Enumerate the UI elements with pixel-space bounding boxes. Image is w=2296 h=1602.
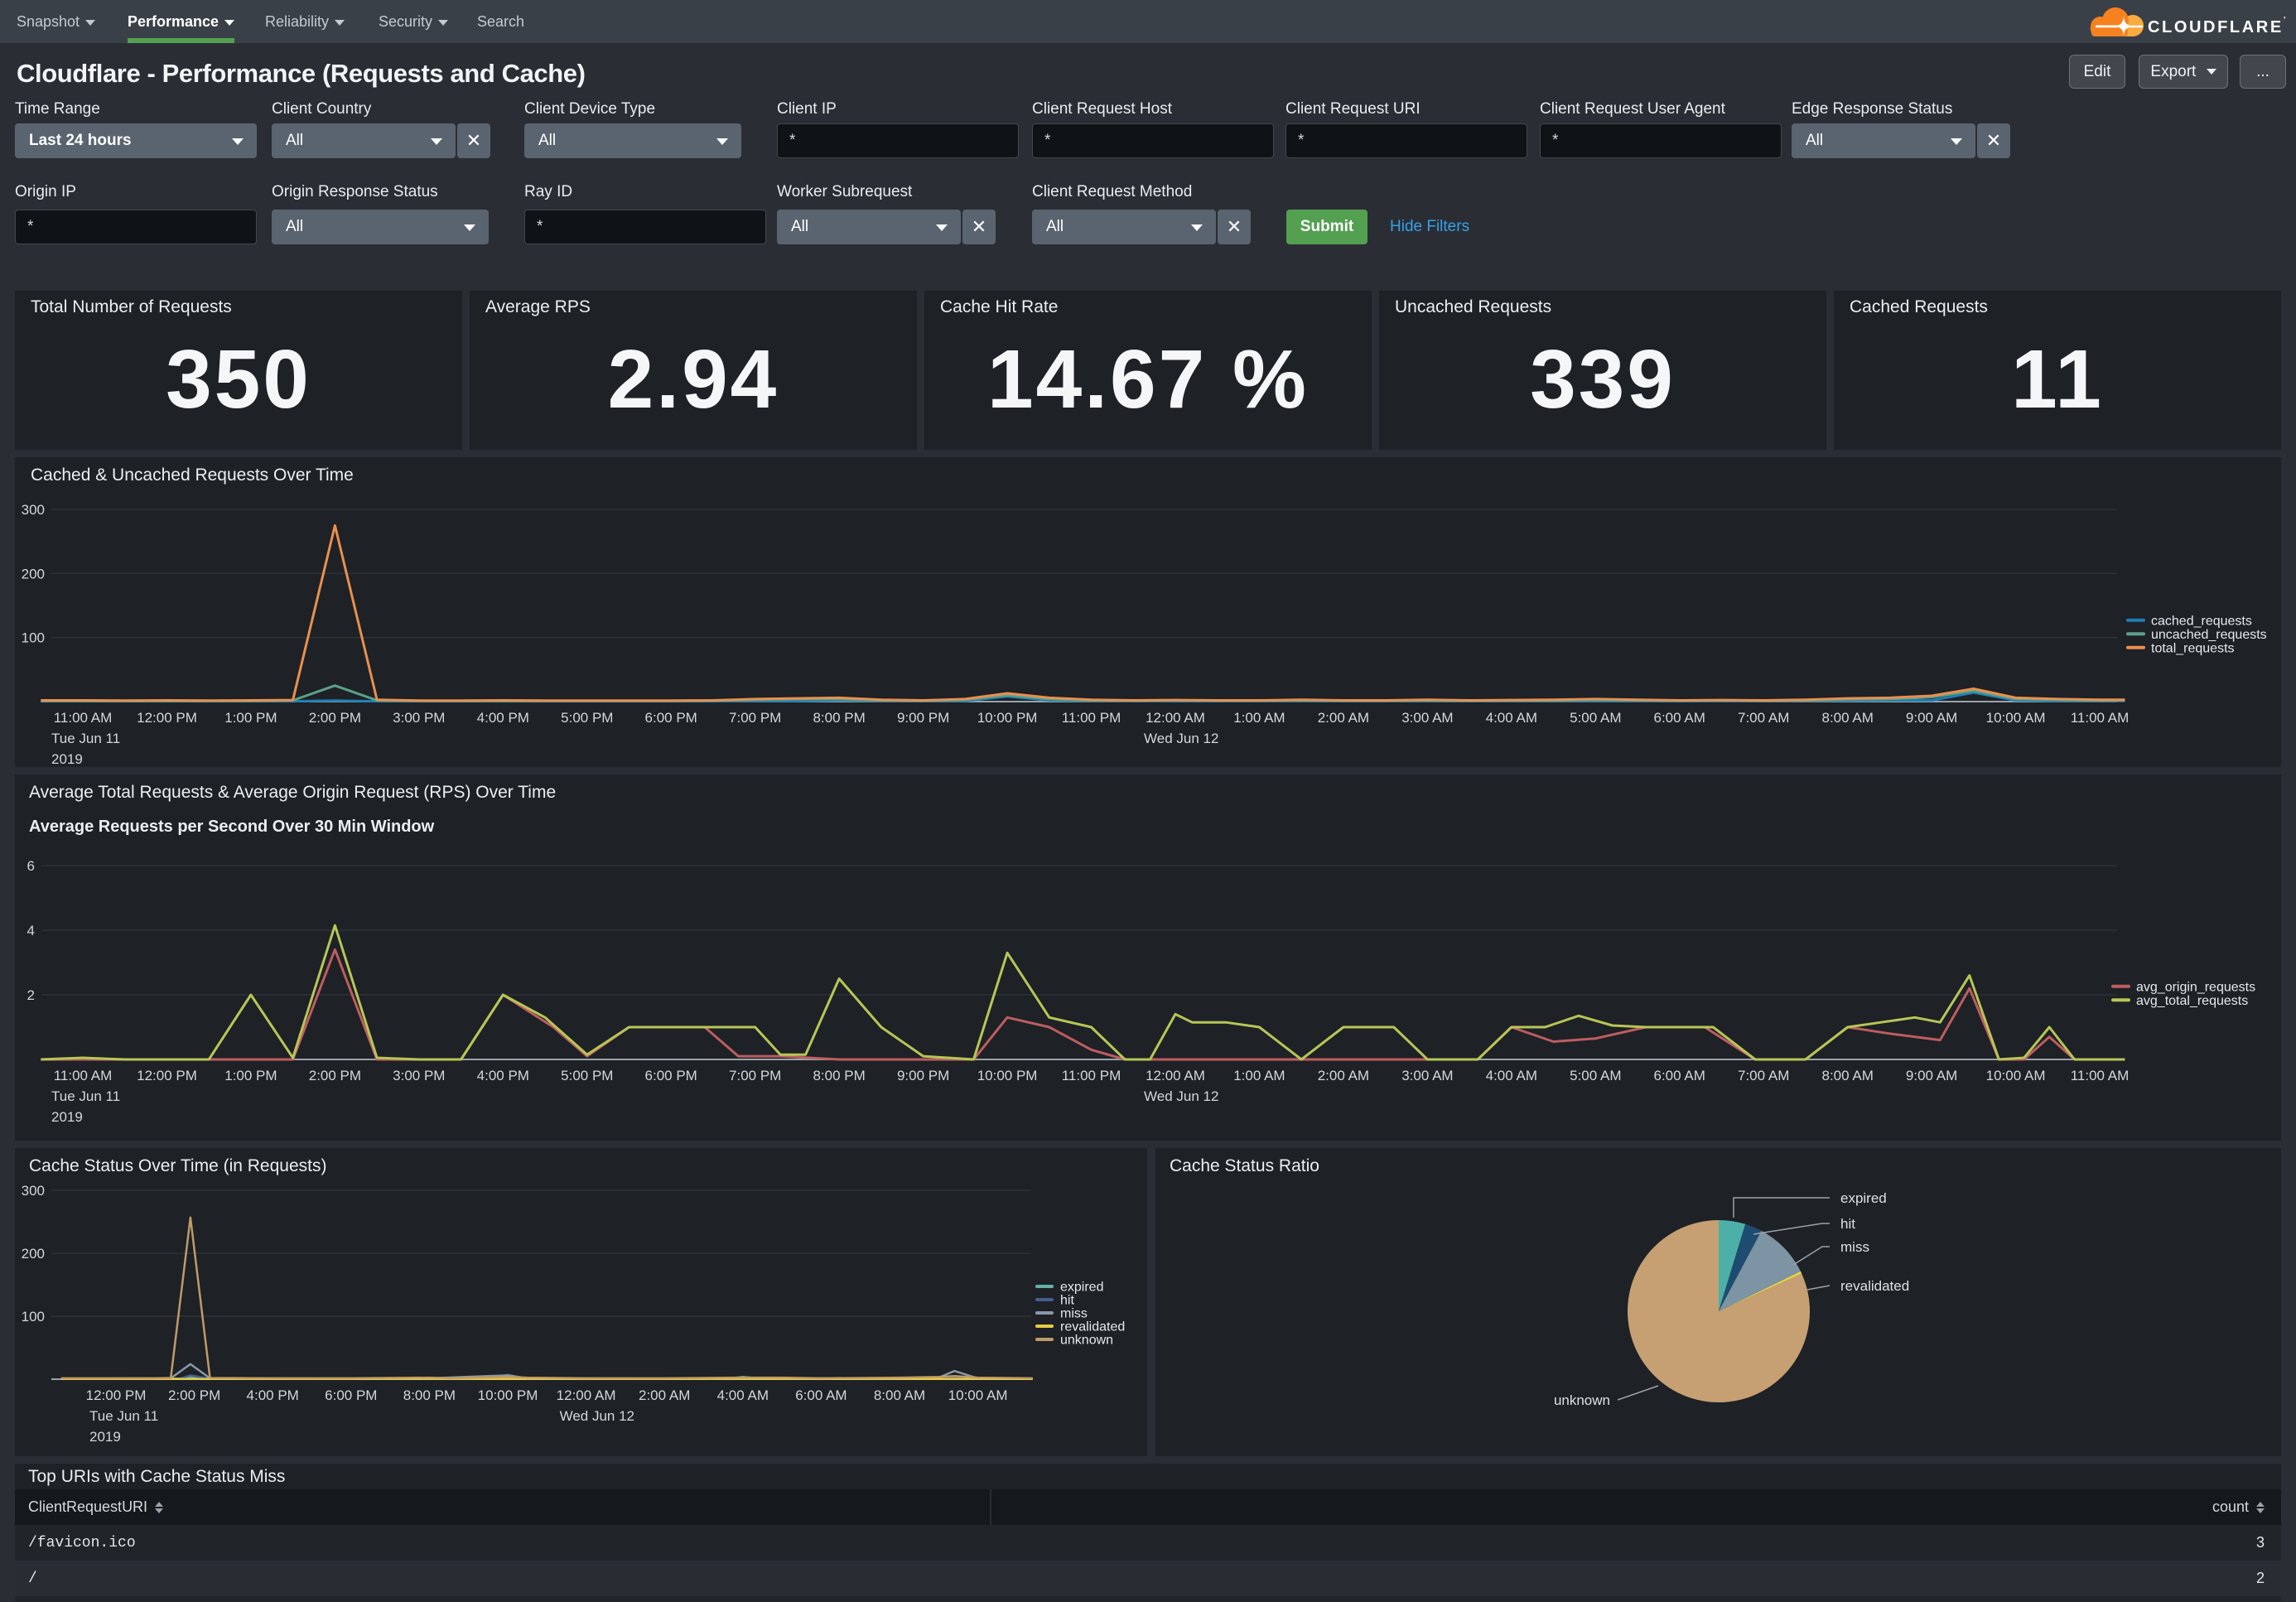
svg-text:avg_origin_requests: avg_origin_requests [2136, 981, 2255, 995]
svg-text:': ' [2284, 16, 2285, 25]
svg-text:200: 200 [22, 566, 45, 581]
svg-text:2:00 AM: 2:00 AM [1318, 1068, 1369, 1083]
svg-text:2019: 2019 [51, 1109, 83, 1125]
svg-text:3:00 AM: 3:00 AM [1401, 710, 1453, 726]
svg-text:1:00 PM: 1:00 PM [224, 710, 277, 726]
svg-text:4:00 PM: 4:00 PM [247, 1387, 299, 1403]
svg-text:4:00 PM: 4:00 PM [477, 1068, 529, 1083]
svg-text:4:00 PM: 4:00 PM [477, 710, 529, 726]
svg-text:8:00 PM: 8:00 PM [813, 1068, 865, 1083]
svg-text:10:00 PM: 10:00 PM [977, 710, 1038, 726]
svg-text:CLOUDFLARE: CLOUDFLARE [2148, 18, 2284, 36]
svg-text:4:00 AM: 4:00 AM [1486, 1068, 1537, 1083]
svg-text:10:00 AM: 10:00 AM [948, 1387, 1008, 1403]
svg-text:10:00 AM: 10:00 AM [1986, 1068, 2046, 1083]
svg-text:2:00 PM: 2:00 PM [309, 1068, 361, 1083]
svg-text:10:00 PM: 10:00 PM [478, 1387, 538, 1403]
svg-text:6:00 PM: 6:00 PM [645, 710, 697, 726]
svg-text:7:00 AM: 7:00 AM [1738, 1068, 1789, 1083]
svg-text:Wed Jun 12: Wed Jun 12 [1144, 1088, 1218, 1104]
svg-text:12:00 PM: 12:00 PM [137, 1068, 197, 1083]
svg-text:11:00 AM: 11:00 AM [2071, 710, 2130, 726]
svg-text:uncached_requests: uncached_requests [2151, 628, 2267, 642]
svg-text:revalidated: revalidated [1840, 1278, 1909, 1294]
svg-text:12:00 AM: 12:00 AM [557, 1387, 616, 1403]
svg-text:3:00 AM: 3:00 AM [1401, 1068, 1453, 1083]
svg-text:8:00 PM: 8:00 PM [813, 710, 865, 726]
svg-text:100: 100 [22, 630, 45, 646]
svg-text:12:00 AM: 12:00 AM [1146, 710, 1205, 726]
svg-text:9:00 AM: 9:00 AM [1906, 1068, 1957, 1083]
svg-text:miss: miss [1060, 1307, 1088, 1321]
svg-text:8:00 AM: 8:00 AM [1822, 710, 1874, 726]
svg-text:12:00 PM: 12:00 PM [137, 710, 197, 726]
svg-text:11:00 PM: 11:00 PM [1062, 1068, 1121, 1083]
svg-text:avg_total_requests: avg_total_requests [2136, 994, 2248, 1008]
svg-text:hit: hit [1060, 1294, 1074, 1308]
svg-text:10:00 PM: 10:00 PM [977, 1068, 1038, 1083]
svg-text:8:00 PM: 8:00 PM [403, 1387, 456, 1403]
svg-text:5:00 AM: 5:00 AM [1570, 710, 1621, 726]
svg-text:4: 4 [27, 923, 35, 939]
svg-text:1:00 PM: 1:00 PM [224, 1068, 277, 1083]
svg-text:8:00 AM: 8:00 AM [1822, 1068, 1874, 1083]
svg-text:2019: 2019 [89, 1429, 121, 1445]
svg-text:5:00 PM: 5:00 PM [561, 710, 613, 726]
svg-text:unknown: unknown [1554, 1392, 1610, 1408]
svg-text:1:00 AM: 1:00 AM [1233, 710, 1285, 726]
svg-text:expired: expired [1840, 1190, 1887, 1206]
svg-text:Wed Jun 12: Wed Jun 12 [560, 1408, 634, 1424]
svg-text:2019: 2019 [51, 751, 83, 767]
svg-text:2:00 PM: 2:00 PM [168, 1387, 220, 1403]
svg-text:8:00 AM: 8:00 AM [874, 1387, 925, 1403]
svg-text:11:00 AM: 11:00 AM [54, 710, 113, 726]
svg-text:300: 300 [22, 502, 45, 518]
svg-text:3:00 PM: 3:00 PM [393, 710, 445, 726]
svg-text:hit: hit [1840, 1216, 1855, 1232]
svg-text:7:00 AM: 7:00 AM [1738, 710, 1789, 726]
svg-text:9:00 PM: 9:00 PM [897, 1068, 949, 1083]
svg-text:6:00 PM: 6:00 PM [645, 1068, 697, 1083]
svg-text:1:00 AM: 1:00 AM [1233, 1068, 1285, 1083]
svg-text:12:00 PM: 12:00 PM [86, 1387, 147, 1403]
svg-text:5:00 PM: 5:00 PM [561, 1068, 613, 1083]
svg-text:2:00 AM: 2:00 AM [639, 1387, 690, 1403]
svg-text:11:00 AM: 11:00 AM [54, 1068, 113, 1083]
svg-text:9:00 PM: 9:00 PM [897, 710, 949, 726]
svg-text:6:00 AM: 6:00 AM [1654, 1068, 1705, 1083]
svg-text:total_requests: total_requests [2151, 642, 2235, 656]
svg-text:5:00 AM: 5:00 AM [1570, 1068, 1621, 1083]
svg-text:2:00 PM: 2:00 PM [309, 710, 361, 726]
svg-text:11:00 PM: 11:00 PM [1062, 710, 1121, 726]
svg-text:7:00 PM: 7:00 PM [729, 1068, 781, 1083]
svg-text:2: 2 [27, 987, 35, 1003]
svg-text:10:00 AM: 10:00 AM [1986, 710, 2046, 726]
svg-text:3:00 PM: 3:00 PM [393, 1068, 445, 1083]
svg-text:200: 200 [22, 1246, 45, 1262]
svg-text:6:00 PM: 6:00 PM [325, 1387, 377, 1403]
svg-text:12:00 AM: 12:00 AM [1146, 1068, 1205, 1083]
svg-text:6: 6 [27, 858, 35, 874]
svg-text:Wed Jun 12: Wed Jun 12 [1144, 731, 1218, 746]
svg-text:300: 300 [22, 1183, 45, 1199]
svg-text:miss: miss [1840, 1239, 1869, 1255]
svg-text:expired: expired [1060, 1281, 1103, 1295]
svg-text:11:00 AM: 11:00 AM [2071, 1068, 2130, 1083]
svg-text:Tue Jun 11: Tue Jun 11 [51, 731, 120, 746]
svg-text:Tue Jun 11: Tue Jun 11 [89, 1408, 158, 1424]
svg-text:unknown: unknown [1060, 1334, 1113, 1348]
svg-text:4:00 AM: 4:00 AM [717, 1387, 769, 1403]
svg-text:9:00 AM: 9:00 AM [1906, 710, 1957, 726]
svg-text:100: 100 [22, 1309, 45, 1325]
svg-text:6:00 AM: 6:00 AM [795, 1387, 847, 1403]
svg-text:6:00 AM: 6:00 AM [1654, 710, 1705, 726]
svg-text:4:00 AM: 4:00 AM [1486, 710, 1537, 726]
svg-text:7:00 PM: 7:00 PM [729, 710, 781, 726]
svg-text:cached_requests: cached_requests [2151, 615, 2252, 629]
svg-text:revalidated: revalidated [1060, 1320, 1125, 1334]
svg-text:Tue Jun 11: Tue Jun 11 [51, 1088, 120, 1104]
svg-text:2:00 AM: 2:00 AM [1318, 710, 1369, 726]
